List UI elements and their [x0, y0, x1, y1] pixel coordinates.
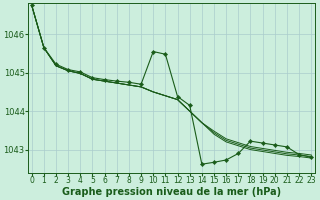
X-axis label: Graphe pression niveau de la mer (hPa): Graphe pression niveau de la mer (hPa) — [62, 187, 281, 197]
